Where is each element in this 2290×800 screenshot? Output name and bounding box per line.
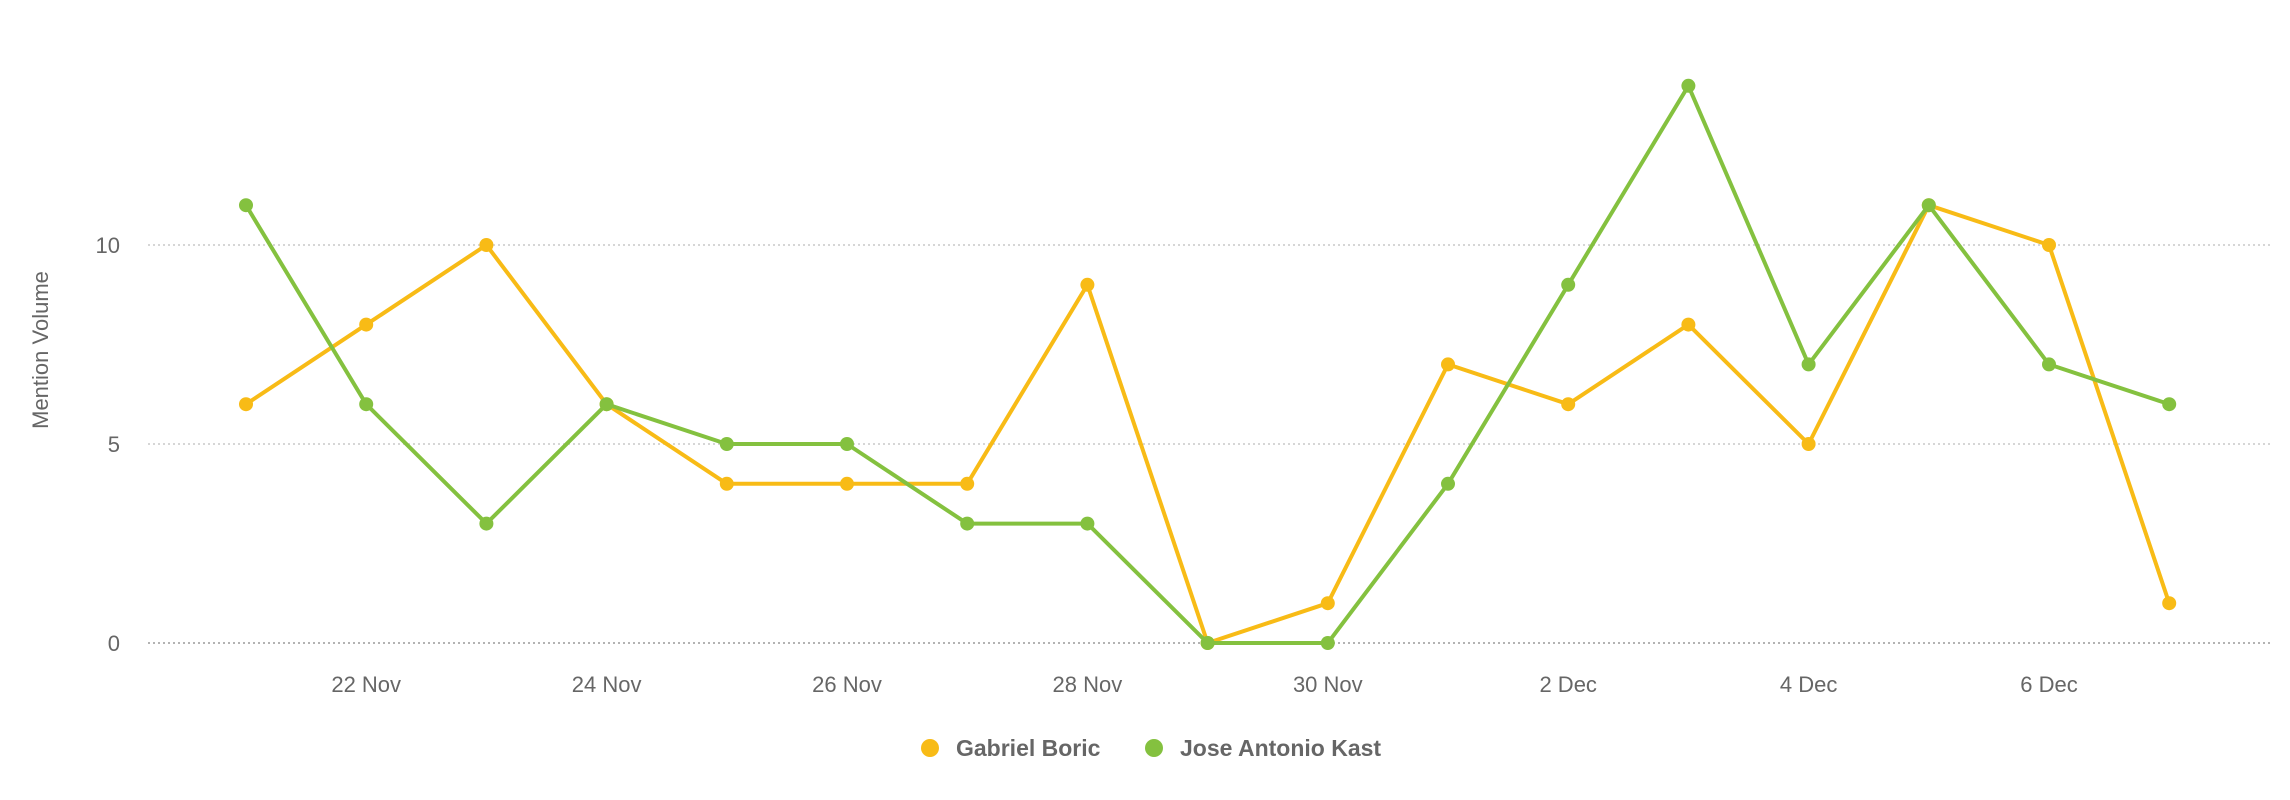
legend-item-gabriel-boric[interactable]: Gabriel Boric <box>921 735 1101 761</box>
legend-marker-icon <box>921 739 939 757</box>
data-point-jose-antonio-kast[interactable] <box>960 516 975 531</box>
data-point-gabriel-boric[interactable] <box>1080 277 1095 292</box>
data-point-jose-antonio-kast[interactable] <box>840 437 854 451</box>
data-point-gabriel-boric[interactable] <box>840 476 854 491</box>
data-point-gabriel-boric[interactable] <box>719 476 734 491</box>
x-tick-label: 4 Dec <box>1780 672 1837 697</box>
series-gabriel-boric <box>239 198 2177 650</box>
series-jose-antonio-kast <box>239 78 2177 650</box>
data-point-jose-antonio-kast[interactable] <box>1200 636 1215 650</box>
series-line-jose-antonio-kast <box>244 83 2172 645</box>
data-point-jose-antonio-kast[interactable] <box>479 516 494 531</box>
data-point-gabriel-boric[interactable] <box>1320 596 1335 611</box>
data-point-jose-antonio-kast[interactable] <box>1801 357 1816 372</box>
data-point-gabriel-boric[interactable] <box>2162 596 2177 611</box>
y-axis-title: Mention Volume <box>28 271 53 429</box>
data-point-gabriel-boric[interactable] <box>2042 238 2056 252</box>
data-point-gabriel-boric[interactable] <box>359 317 374 332</box>
data-point-gabriel-boric[interactable] <box>1681 317 1696 332</box>
data-point-jose-antonio-kast[interactable] <box>719 437 734 451</box>
y-axis-ticks: 0 5 10 <box>96 233 120 656</box>
data-point-gabriel-boric[interactable] <box>239 397 253 412</box>
x-tick-label: 26 Nov <box>812 672 882 697</box>
legend[interactable]: Gabriel Boric Jose Antonio Kast <box>921 735 1381 761</box>
x-tick-label: 22 Nov <box>331 672 401 697</box>
data-point-jose-antonio-kast[interactable] <box>2042 357 2056 372</box>
data-point-jose-antonio-kast[interactable] <box>1921 198 1936 213</box>
data-point-jose-antonio-kast[interactable] <box>1681 78 1696 93</box>
data-point-jose-antonio-kast[interactable] <box>1561 277 1576 292</box>
data-point-jose-antonio-kast[interactable] <box>1080 516 1095 531</box>
data-point-jose-antonio-kast[interactable] <box>599 397 614 412</box>
x-tick-label: 6 Dec <box>2020 672 2077 697</box>
y-tick-label: 10 <box>96 233 120 258</box>
y-tick-label: 5 <box>108 432 120 457</box>
data-point-gabriel-boric[interactable] <box>1801 437 1816 451</box>
x-axis-ticks: 22 Nov 24 Nov 26 Nov 28 Nov 30 Nov 2 Dec 4 Dec… <box>331 672 2077 697</box>
series-group <box>239 78 2177 650</box>
data-point-jose-antonio-kast[interactable] <box>1441 476 1455 491</box>
data-point-gabriel-boric[interactable] <box>960 476 975 491</box>
data-point-gabriel-boric[interactable] <box>1561 397 1576 412</box>
legend-label: Jose Antonio Kast <box>1180 735 1381 761</box>
x-tick-label: 30 Nov <box>1293 672 1363 697</box>
x-tick-label: 28 Nov <box>1053 672 1123 697</box>
x-tick-label: 2 Dec <box>1539 672 1596 697</box>
data-point-jose-antonio-kast[interactable] <box>359 397 374 412</box>
legend-item-jose-antonio-kast[interactable]: Jose Antonio Kast <box>1145 735 1381 761</box>
legend-marker-icon <box>1145 739 1163 757</box>
data-point-gabriel-boric[interactable] <box>1441 357 1455 372</box>
x-tick-label: 24 Nov <box>572 672 642 697</box>
y-tick-label: 0 <box>108 631 120 656</box>
legend-label: Gabriel Boric <box>956 735 1101 761</box>
data-point-jose-antonio-kast[interactable] <box>239 198 253 213</box>
data-point-jose-antonio-kast[interactable] <box>1320 636 1335 650</box>
grid-lines <box>148 244 2272 644</box>
data-point-jose-antonio-kast[interactable] <box>2162 397 2177 412</box>
data-point-gabriel-boric[interactable] <box>479 238 494 252</box>
